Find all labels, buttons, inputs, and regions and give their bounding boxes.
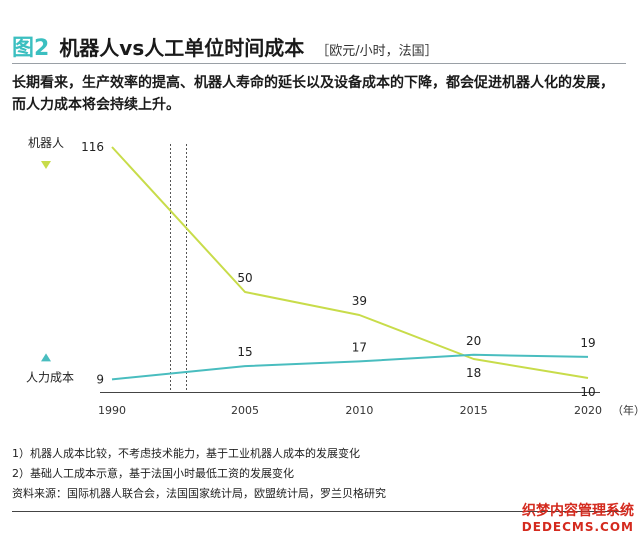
watermark-line-1: 织梦内容管理系统 (522, 503, 634, 519)
x-tick-label-0: 1990 (98, 404, 126, 417)
watermark: 织梦内容管理系统 DEDECMS.COM (522, 503, 634, 535)
footnote-1: 1）机器人成本比较，不考虑技术能力，基于工业机器人成本的发展变化 (12, 447, 360, 460)
x-tick-label-2: 2010 (345, 404, 373, 417)
watermark-line-2: DEDECMS.COM (521, 520, 634, 534)
figure-label: 图2 (12, 36, 50, 61)
series-line-1 (111, 353, 589, 381)
axis-break-band (170, 144, 187, 392)
chart-title: 机器人vs人工单位时间成本 (59, 36, 305, 60)
x-tick-label-1: 2005 (231, 404, 259, 417)
source-note: 资料来源：国际机器人联合会，法国国家统计局，欧盟统计局，罗兰贝格研究 (12, 487, 386, 500)
data-label-s0-p0: 116 (81, 140, 104, 154)
data-label-s1-p1: 15 (237, 345, 252, 359)
x-axis-unit-label: （年） (612, 403, 640, 417)
legend-marker-labor (41, 353, 51, 362)
series-line-0 (111, 146, 589, 379)
data-label-s0-p1: 50 (237, 271, 252, 285)
title-divider (12, 63, 626, 64)
bottom-divider (12, 511, 626, 512)
legend-marker-robot (41, 161, 51, 169)
x-tick-label-4: 2020 (574, 404, 602, 417)
data-label-s0-p4: 10 (580, 385, 595, 399)
x-tick-label-3: 2015 (460, 404, 488, 417)
data-label-s1-p3: 20 (466, 334, 481, 348)
legend-label-labor: 人力成本 (26, 370, 74, 384)
data-label-s1-p0: 9 (96, 372, 104, 386)
footnote-2: 2）基础人工成本示意，基于法国小时最低工资的发展变化 (12, 467, 294, 480)
title-row: 图2 机器人vs人工单位时间成本 ［欧元/小时，法国］ (12, 30, 438, 62)
data-label-s1-p4: 19 (580, 336, 595, 350)
data-label-s0-p3: 18 (466, 366, 481, 380)
data-label-s0-p2: 39 (352, 294, 367, 308)
chart-subtitle: 长期看来，生产效率的提高、机器人寿命的延长以及设备成本的下降，都会促进机器人化的… (12, 75, 614, 113)
unit-label: ［欧元/小时，法国］ (316, 44, 438, 59)
footnotes: 1）机器人成本比较，不考虑技术能力，基于工业机器人成本的发展变化 2）基础人工成… (12, 444, 386, 504)
data-label-s1-p2: 17 (352, 340, 367, 354)
legend-label-robot: 机器人 (28, 136, 64, 150)
line-chart: 1990 2005 2010 2015 2020 （年） 116 50 39 18 10 9 15 17 2… (26, 136, 640, 417)
